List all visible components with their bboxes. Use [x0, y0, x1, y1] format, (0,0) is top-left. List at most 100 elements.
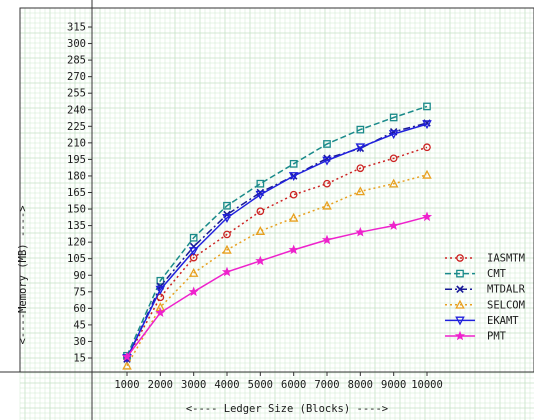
y-tick-label-18: 285 [67, 55, 86, 67]
y-tick-label-9: 150 [67, 204, 86, 216]
series-line-selcom [126, 174, 428, 367]
y-tick-label-6: 105 [67, 253, 86, 265]
point-cmt-2 [189, 233, 198, 242]
x-tick-label-3: 4000 [214, 379, 239, 391]
legend-item-selcom: SELCOM [445, 299, 525, 311]
legend-item-ekamt: EKAMT [445, 315, 519, 327]
series-line-pmt [126, 216, 428, 358]
series-lines [121, 102, 433, 370]
point-pmt-2 [188, 286, 199, 297]
point-pmt-7 [355, 226, 366, 237]
y-axis-label: <----Memory (MB) ----> [17, 205, 29, 344]
point-iasmtm-7 [356, 164, 365, 173]
x-tick-label-1: 2000 [148, 379, 173, 391]
point-ekamt-5 [288, 172, 299, 182]
legend-marker-mtdalr [456, 285, 464, 293]
point-cmt-9 [423, 102, 431, 111]
x-tick-label-6: 7000 [314, 379, 339, 391]
series-pmt [121, 211, 433, 362]
y-tick-label-2: 45 [73, 319, 86, 331]
point-selcom-5 [288, 212, 299, 222]
point-selcom-2 [188, 267, 199, 277]
point-iasmtm-4 [256, 207, 265, 216]
x-tick-label-8: 9000 [381, 379, 406, 391]
point-iasmtm-5 [289, 190, 298, 199]
legend-label-cmt: CMT [487, 268, 507, 280]
point-pmt-8 [388, 220, 399, 230]
y-tick-label-8: 135 [67, 220, 86, 232]
point-cmt-1 [156, 276, 165, 285]
series-ekamt [122, 120, 432, 364]
legend-marker-selcom [455, 299, 465, 309]
y-tick-label-11: 180 [67, 170, 86, 182]
legend: IASMTM CMT MTDALR SELCOM EKAMT PMT [445, 253, 526, 343]
series-line-iasmtm [126, 146, 428, 359]
point-cmt-6 [323, 140, 331, 148]
point-selcom-7 [355, 186, 366, 196]
point-pmt-6 [321, 234, 333, 245]
legend-item-pmt: PMT [445, 331, 507, 343]
point-ekamt-7 [355, 143, 366, 153]
legend-marker-pmt [454, 330, 466, 341]
series-selcom [122, 169, 432, 370]
y-tick-label-5: 90 [73, 270, 86, 282]
point-selcom-4 [255, 226, 266, 235]
point-cmt-4 [256, 179, 265, 188]
point-selcom-8 [388, 178, 399, 188]
series-line-mtdalr [126, 122, 428, 360]
series-line-cmt [126, 105, 428, 357]
y-tick-label-20: 315 [67, 22, 86, 34]
y-tick-label-0: 15 [73, 353, 86, 365]
point-pmt-9 [421, 211, 433, 222]
point-selcom-3 [222, 244, 232, 254]
y-tick-label-16: 255 [67, 88, 86, 100]
point-ekamt-9 [422, 120, 432, 130]
point-ekamt-1 [155, 285, 166, 295]
legend-item-iasmtm: IASMTM [445, 253, 525, 265]
point-selcom-6 [322, 200, 332, 210]
x-tick-label-9: 10000 [411, 379, 443, 391]
point-ekamt-6 [322, 156, 332, 166]
y-tick-label-1: 30 [73, 336, 86, 348]
legend-label-iasmtm: IASMTM [487, 253, 525, 265]
x-tick-label-0: 1000 [114, 379, 139, 391]
point-pmt-1 [155, 307, 166, 318]
legend-label-pmt: PMT [487, 331, 507, 343]
point-ekamt-4 [255, 190, 266, 200]
point-iasmtm-3 [223, 230, 231, 239]
legend-marker-iasmtm [456, 254, 464, 262]
y-tick-label-12: 195 [67, 154, 86, 166]
y-tick-label-4: 75 [73, 286, 86, 298]
point-cmt-7 [356, 125, 365, 134]
point-ekamt-2 [188, 247, 199, 257]
y-tick-label-17: 270 [67, 71, 86, 83]
point-selcom-0 [122, 360, 132, 370]
point-pmt-4 [255, 255, 266, 266]
y-tick-label-3: 60 [73, 303, 86, 315]
grid [19, 7, 534, 420]
series-line-ekamt [126, 123, 428, 359]
point-selcom-9 [422, 169, 432, 179]
legend-label-ekamt: EKAMT [487, 315, 519, 327]
point-cmt-3 [223, 201, 231, 210]
y-tick-label-7: 120 [67, 237, 86, 249]
point-pmt-3 [221, 266, 233, 277]
legend-item-mtdalr: MTDALR [445, 284, 526, 296]
y-tick-labels: 15 30 45 60 75 90 105 120 135 150 165 180 195 210 225 2… [67, 22, 92, 365]
point-pmt-5 [288, 244, 299, 255]
x-tick-label-4: 5000 [248, 379, 273, 391]
x-axis-label: <---- Ledger Size (Blocks) ----> [186, 403, 388, 415]
point-ekamt-8 [388, 130, 399, 140]
legend-item-cmt: CMT [445, 268, 507, 280]
y-tick-label-13: 210 [67, 137, 86, 149]
y-tick-label-14: 225 [67, 121, 86, 133]
point-cmt-8 [389, 113, 398, 122]
legend-label-selcom: SELCOM [487, 299, 525, 311]
y-tick-label-19: 300 [67, 38, 86, 50]
point-iasmtm-6 [323, 179, 331, 188]
point-pmt-0 [121, 351, 133, 362]
x-tick-label-7: 8000 [348, 379, 373, 391]
legend-marker-cmt [456, 269, 464, 278]
legend-marker-ekamt [455, 316, 465, 326]
